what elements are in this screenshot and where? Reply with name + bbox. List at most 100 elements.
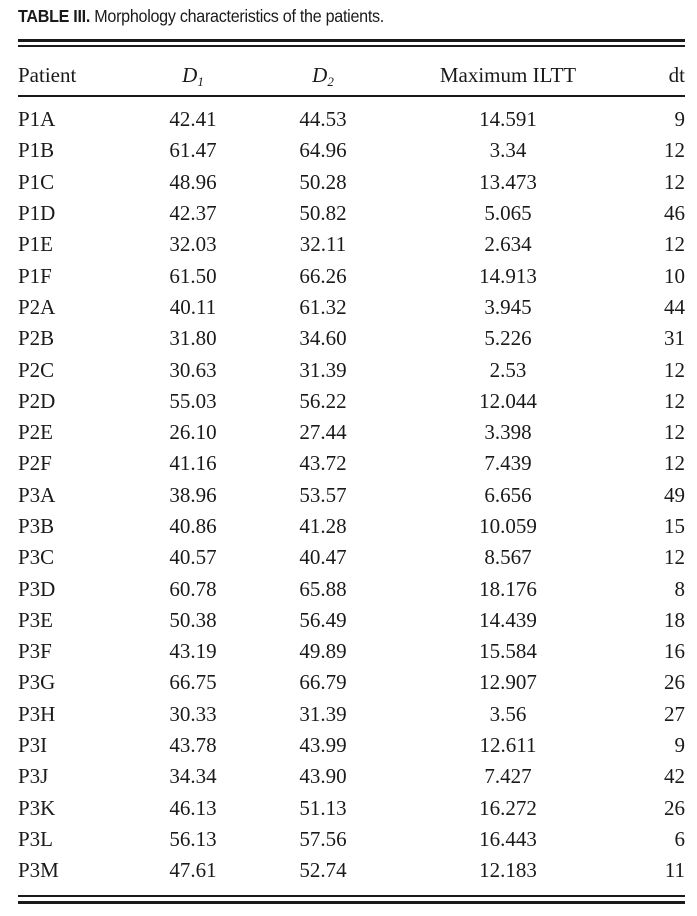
bottom-rule-thick	[18, 901, 685, 904]
cell-d1: 50.38	[169, 607, 217, 632]
cell-d2: 49.89	[299, 639, 347, 664]
table-row: P2B 31.80 34.60 5.226 31	[18, 323, 685, 354]
cell-d2: 66.26	[299, 263, 347, 288]
cell-d2: 56.49	[299, 607, 347, 632]
cell-dt: 10	[664, 263, 685, 288]
cell-patient: P3A	[18, 482, 56, 507]
header-d1: D1	[128, 56, 258, 94]
cell-maximum-iltt: 3.398	[484, 420, 532, 445]
cell-d2: 50.82	[299, 201, 347, 226]
table-row: P3C 40.57 40.47 8.567 12	[18, 542, 685, 573]
cell-d1: 40.86	[169, 514, 217, 538]
header-d2-sub: 2	[327, 74, 334, 89]
header-d1-letter: D	[182, 63, 198, 87]
cell-patient: P3J	[18, 764, 49, 789]
cell-maximum-iltt: 12.183	[479, 858, 537, 883]
cell-d1: 31.80	[169, 326, 217, 351]
cell-dt: 12	[664, 451, 685, 476]
cell-maximum-iltt: 14.439	[479, 607, 537, 632]
cell-d2: 34.60	[299, 326, 347, 351]
cell-maximum-iltt: 7.439	[484, 451, 532, 476]
cell-d2: 56.22	[299, 388, 347, 413]
cell-dt: 31	[664, 326, 685, 351]
bottom-rule-thin	[18, 895, 685, 897]
cell-dt: 27	[664, 701, 685, 726]
cell-maximum-iltt: 13.473	[479, 169, 537, 194]
cell-d1: 40.11	[169, 294, 217, 319]
cell-dt: 12	[664, 169, 685, 194]
cell-d2: 52.74	[299, 858, 347, 883]
cell-maximum-iltt: 5.065	[484, 201, 532, 226]
table-row: P1E 32.03 32.11 2.634 12	[18, 229, 685, 260]
cell-patient: P1B	[18, 138, 55, 163]
cell-d2: 44.53	[299, 107, 347, 132]
cell-d1: 47.61	[169, 858, 217, 883]
cell-dt: 8	[674, 576, 686, 601]
cell-maximum-iltt: 2.634	[484, 232, 532, 257]
cell-maximum-iltt: 6.656	[484, 482, 532, 507]
cell-patient: P3G	[18, 670, 56, 695]
table-caption-label: TABLE III.	[18, 6, 91, 26]
table-row: P1C 48.96 50.28 13.473 12	[18, 167, 685, 198]
cell-maximum-iltt: 7.427	[484, 764, 532, 789]
table-row: P3D 60.78 65.88 18.176 8	[18, 573, 685, 604]
cell-patient: P3F	[18, 639, 52, 664]
cell-d1: 43.78	[169, 733, 217, 758]
table-caption: TABLE III. Morphology characteristics of…	[18, 4, 384, 28]
cell-patient: P2C	[18, 357, 55, 382]
table-row: P3E 50.38 56.49 14.439 18	[18, 605, 685, 636]
cell-patient: P2E	[18, 420, 54, 445]
table-row: P3K 46.13 51.13 16.272 26	[18, 793, 685, 824]
cell-d1: 43.19	[169, 639, 217, 664]
cell-d2: 64.96	[299, 138, 347, 163]
cell-maximum-iltt: 16.443	[479, 826, 537, 851]
table-row: P3M 47.61 52.74 12.183 11	[18, 855, 685, 886]
cell-patient: P3C	[18, 545, 55, 570]
cell-d1: 61.47	[169, 138, 217, 163]
cell-maximum-iltt: 3.34	[489, 138, 527, 163]
cell-maximum-iltt: 14.591	[479, 107, 537, 132]
table-row: P3J 34.34 43.90 7.427 42	[18, 761, 685, 792]
morphology-table: Patient D1 D2 Maximum ILTT dt P1A 42.41 44…	[18, 56, 685, 886]
cell-d1: 46.13	[169, 795, 217, 820]
cell-d1: 42.41	[169, 107, 217, 132]
cell-d2: 53.57	[299, 482, 347, 507]
table-row: P2A 40.11 61.32 3.945 44	[18, 292, 685, 323]
cell-dt: 12	[664, 232, 685, 257]
cell-d2: 32.11	[299, 232, 347, 257]
cell-d1: 60.78	[169, 576, 217, 601]
table-row: P1A 42.41 44.53 14.591 9	[18, 104, 685, 135]
cell-dt: 18	[664, 607, 685, 632]
header-maximum-iltt: Maximum ILTT	[439, 63, 577, 87]
cell-d2: 43.99	[299, 733, 347, 758]
cell-maximum-iltt: 3.945	[484, 294, 532, 319]
header-d2: D2	[258, 56, 388, 94]
cell-d1: 32.03	[169, 232, 217, 257]
cell-dt: 12	[664, 545, 685, 570]
cell-d2: 43.90	[299, 764, 347, 789]
top-rule-thick	[18, 39, 685, 42]
table-row: P1F 61.50 66.26 14.913 10	[18, 260, 685, 291]
cell-patient: P3B	[18, 514, 55, 538]
cell-dt: 6	[674, 826, 686, 851]
cell-maximum-iltt: 16.272	[479, 795, 537, 820]
cell-dt: 12	[664, 138, 685, 163]
cell-d2: 31.39	[299, 357, 347, 382]
cell-d2: 65.88	[299, 576, 347, 601]
cell-maximum-iltt: 2.53	[489, 357, 527, 382]
cell-patient: P3E	[18, 607, 54, 632]
cell-maximum-iltt: 12.044	[479, 388, 537, 413]
cell-dt: 49	[664, 482, 685, 507]
header-spacer-row	[18, 94, 685, 104]
table-row: P2F 41.16 43.72 7.439 12	[18, 448, 685, 479]
table-row: P2D 55.03 56.22 12.044 12	[18, 386, 685, 417]
cell-d1: 56.13	[169, 826, 217, 851]
table-row: P3F 43.19 49.89 15.584 16	[18, 636, 685, 667]
cell-d2: 66.79	[299, 670, 347, 695]
cell-maximum-iltt: 12.611	[479, 733, 537, 758]
cell-patient: P1A	[18, 107, 56, 132]
cell-maximum-iltt: 15.584	[479, 639, 537, 664]
cell-patient: P3L	[18, 826, 54, 851]
cell-dt: 12	[664, 420, 685, 445]
cell-d2: 41.28	[299, 514, 347, 538]
